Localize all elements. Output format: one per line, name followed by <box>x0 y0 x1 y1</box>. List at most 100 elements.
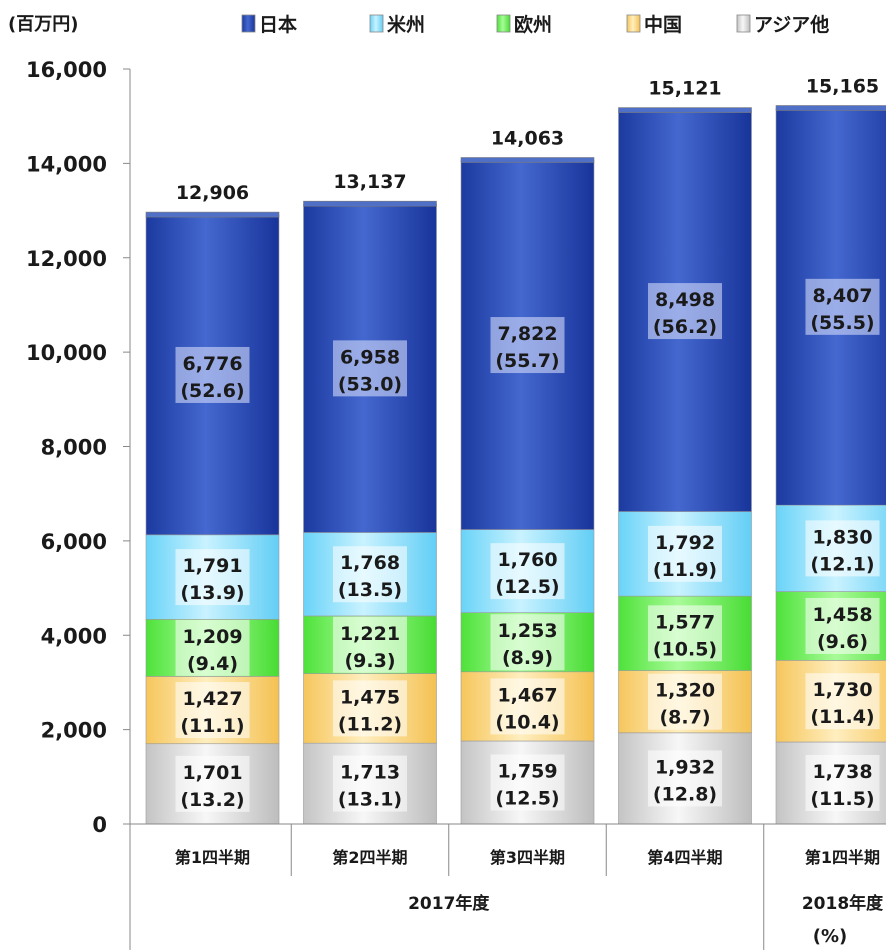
y-axis-unit-label: (百万円) <box>8 14 78 35</box>
y-tick-label: 0 <box>92 813 107 837</box>
segment-label-background <box>333 755 407 812</box>
segment-value-label: 1,738 <box>812 761 872 783</box>
y-tick-label: 8,000 <box>41 436 107 460</box>
segment-label-background <box>175 755 250 812</box>
y-tick-label: 2,000 <box>41 719 107 743</box>
y-tick-label: 12,000 <box>26 247 107 271</box>
legend-swatch <box>626 14 641 33</box>
segment-percent-label: (11.9) <box>653 559 717 581</box>
segment-value-label: 1,467 <box>497 684 557 706</box>
legend-label: 中国 <box>644 13 682 36</box>
segment-value-label: 1,760 <box>497 549 557 571</box>
segment-percent-label: (8.9) <box>502 647 553 669</box>
segment-percent-label: (10.5) <box>653 638 717 660</box>
x-tick-label: 第2四半期 <box>332 848 407 867</box>
segment-label-background <box>175 619 250 676</box>
y-tick-label: 6,000 <box>41 530 107 554</box>
segment-label-background <box>490 614 565 671</box>
segment-value-label: 1,932 <box>655 756 715 778</box>
segment-value-label: 1,320 <box>655 680 715 702</box>
segment-percent-label: (52.6) <box>180 380 244 402</box>
x-tick-label: 第1四半期 <box>805 848 880 867</box>
segment-percent-label: (9.6) <box>817 631 868 653</box>
data-labels: 1,701 (13.2) 1,427 (11.1) 1,209 (9.4) 1,791 (13… <box>175 75 880 812</box>
segment-value-label: 1,791 <box>182 555 242 577</box>
segment-label-background <box>333 616 407 673</box>
legend-label: アジア他 <box>754 13 829 36</box>
segment-percent-label: (13.2) <box>180 789 244 811</box>
segment-percent-label: (56.2) <box>653 316 717 338</box>
segment-label-background <box>805 673 880 730</box>
segment-label-background <box>175 682 250 739</box>
segment-label-background <box>490 543 565 600</box>
y-tick-label: 10,000 <box>26 341 107 365</box>
bar-top-cap <box>775 105 886 111</box>
bar-total-label: 15,121 <box>648 78 721 100</box>
segment-percent-label: (11.1) <box>180 715 244 737</box>
segment-value-label: 1,759 <box>497 760 557 782</box>
segment-label-background <box>805 754 880 811</box>
segment-label-background <box>648 525 722 582</box>
segment-label-background <box>333 546 407 603</box>
segment-value-label: 1,577 <box>655 611 715 633</box>
legend-label: 米州 <box>387 13 425 36</box>
bar-top-cap <box>618 107 752 113</box>
y-tick-label: 4,000 <box>41 624 107 648</box>
segment-value-label: 1,458 <box>812 604 872 626</box>
y-axis: 0 2,000 4,000 6,000 8,000 10,000 12,000 14,000 1… <box>26 58 131 837</box>
segment-percent-label: (12.1) <box>810 553 874 575</box>
legend-label: 日本 <box>259 13 297 36</box>
segment-value-label: 7,822 <box>497 323 557 345</box>
y-tick-label: 14,000 <box>26 152 107 176</box>
segment-label-background <box>490 754 565 811</box>
y-tick-label: 16,000 <box>26 58 107 82</box>
segment-percent-label: (11.5) <box>810 788 874 810</box>
bar-top-cap <box>303 200 437 207</box>
segment-label-background <box>648 283 722 340</box>
segment-percent-label: (53.0) <box>338 373 402 395</box>
segment-percent-label: (55.5) <box>810 312 874 334</box>
x-axis: 第1四半期 第2四半期 第3四半期 第4四半期 第1四半期 2017年度 2018年度 <box>129 823 886 950</box>
legend-label: 欧州 <box>514 13 552 36</box>
x-tick-label: 第1四半期 <box>175 848 250 867</box>
segment-value-label: 1,830 <box>812 526 872 548</box>
segment-label-background <box>175 346 250 403</box>
legend-swatch <box>241 14 256 33</box>
segment-value-label: 1,427 <box>182 688 242 710</box>
segment-label-background <box>805 278 880 335</box>
segment-label-background <box>175 549 250 606</box>
segment-value-label: 1,253 <box>497 620 557 642</box>
segment-label-background <box>490 317 565 374</box>
segment-label-background <box>333 680 407 737</box>
segment-percent-label: (9.3) <box>344 650 395 672</box>
segment-value-label: 1,713 <box>340 762 400 784</box>
bar-total-label: 13,137 <box>333 171 406 193</box>
segment-percent-label: (10.4) <box>495 711 559 733</box>
segment-label-background <box>333 340 407 397</box>
legend-swatch <box>369 14 384 33</box>
segment-percent-label: (11.2) <box>338 713 402 735</box>
segment-value-label: 1,701 <box>182 762 242 784</box>
segment-percent-label: (55.7) <box>495 350 559 372</box>
segment-value-label: 8,407 <box>812 285 872 307</box>
segment-value-label: 8,498 <box>655 289 715 311</box>
segment-percent-label: (13.5) <box>338 579 402 601</box>
x-tick-label: 第4四半期 <box>647 848 722 867</box>
legend: 日本 米州 欧州 中国 アジア他 <box>241 13 829 36</box>
segment-label-background <box>648 673 722 730</box>
legend-swatch <box>496 14 511 33</box>
segment-percent-label: (8.7) <box>659 707 710 729</box>
segment-percent-label: (9.4) <box>187 653 238 675</box>
bar-total-label: 15,165 <box>806 75 879 97</box>
segment-percent-label: (13.1) <box>338 789 402 811</box>
percent-note: (%) <box>813 926 848 947</box>
segment-percent-label: (11.4) <box>810 706 874 728</box>
segment-percent-label: (12.5) <box>495 787 559 809</box>
segment-value-label: 1,730 <box>812 679 872 701</box>
segment-value-label: 6,776 <box>182 353 242 375</box>
segment-label-background <box>805 597 880 654</box>
x-tick-label: 第3四半期 <box>490 848 565 867</box>
bar-total-label: 14,063 <box>491 127 564 149</box>
bar-total-label: 12,906 <box>176 182 249 204</box>
